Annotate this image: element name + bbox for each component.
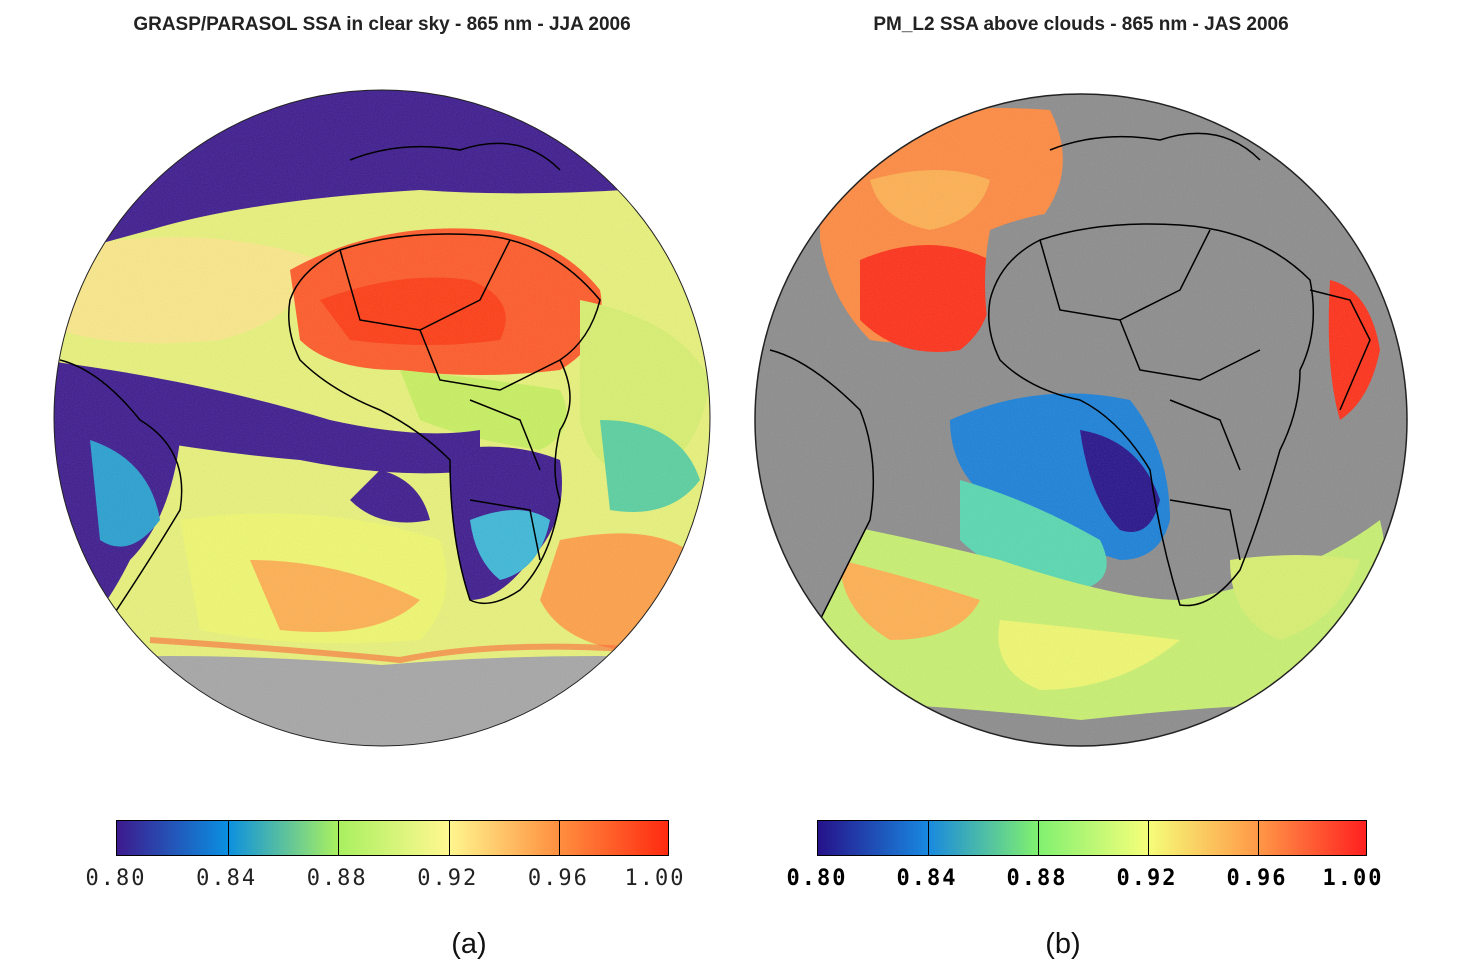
colorbar-tick-mark: [1038, 821, 1039, 855]
globe-b: [755, 94, 1407, 746]
colorbar-tick-mark: [928, 821, 929, 855]
colorbar-tick-label: 0.96: [527, 866, 589, 891]
colorbar-tick-label: 0.88: [306, 866, 368, 891]
colorbar-tick-label: 0.84: [896, 866, 958, 891]
colorbar-a: [116, 820, 669, 856]
colorbar-tick-label: 1.00: [1322, 866, 1384, 891]
globe-a: [54, 90, 710, 746]
colorbar-tick-label: 0.96: [1226, 866, 1288, 891]
colorbar-b: [817, 820, 1367, 856]
colorbar-tick-label: 0.92: [1116, 866, 1178, 891]
colorbar-tick-mark: [338, 821, 340, 855]
colorbar-tick-label: 1.00: [624, 866, 686, 891]
colorbar-tick-mark: [448, 821, 450, 855]
colorbar-tick-mark: [1148, 821, 1149, 855]
colorbar-tick-label: 0.88: [1006, 866, 1068, 891]
colorbar-tick-label: 0.80: [786, 866, 848, 891]
panel-b-title: PM_L2 SSA above clouds - 865 nm - JAS 20…: [873, 14, 1289, 35]
colorbar-tick-mark: [559, 821, 561, 855]
colorbar-tick-label: 0.80: [85, 866, 147, 891]
panel-b-caption: (b): [1045, 928, 1081, 960]
colorbar-tick-mark: [1258, 821, 1259, 855]
colorbar-tick-label: 0.84: [196, 866, 258, 891]
panel-a-title: GRASP/PARASOL SSA in clear sky - 865 nm …: [133, 14, 631, 35]
colorbar-tick-label: 0.92: [417, 866, 479, 891]
panel-a-caption: (a): [451, 928, 487, 960]
colorbar-tick-mark: [227, 821, 229, 855]
